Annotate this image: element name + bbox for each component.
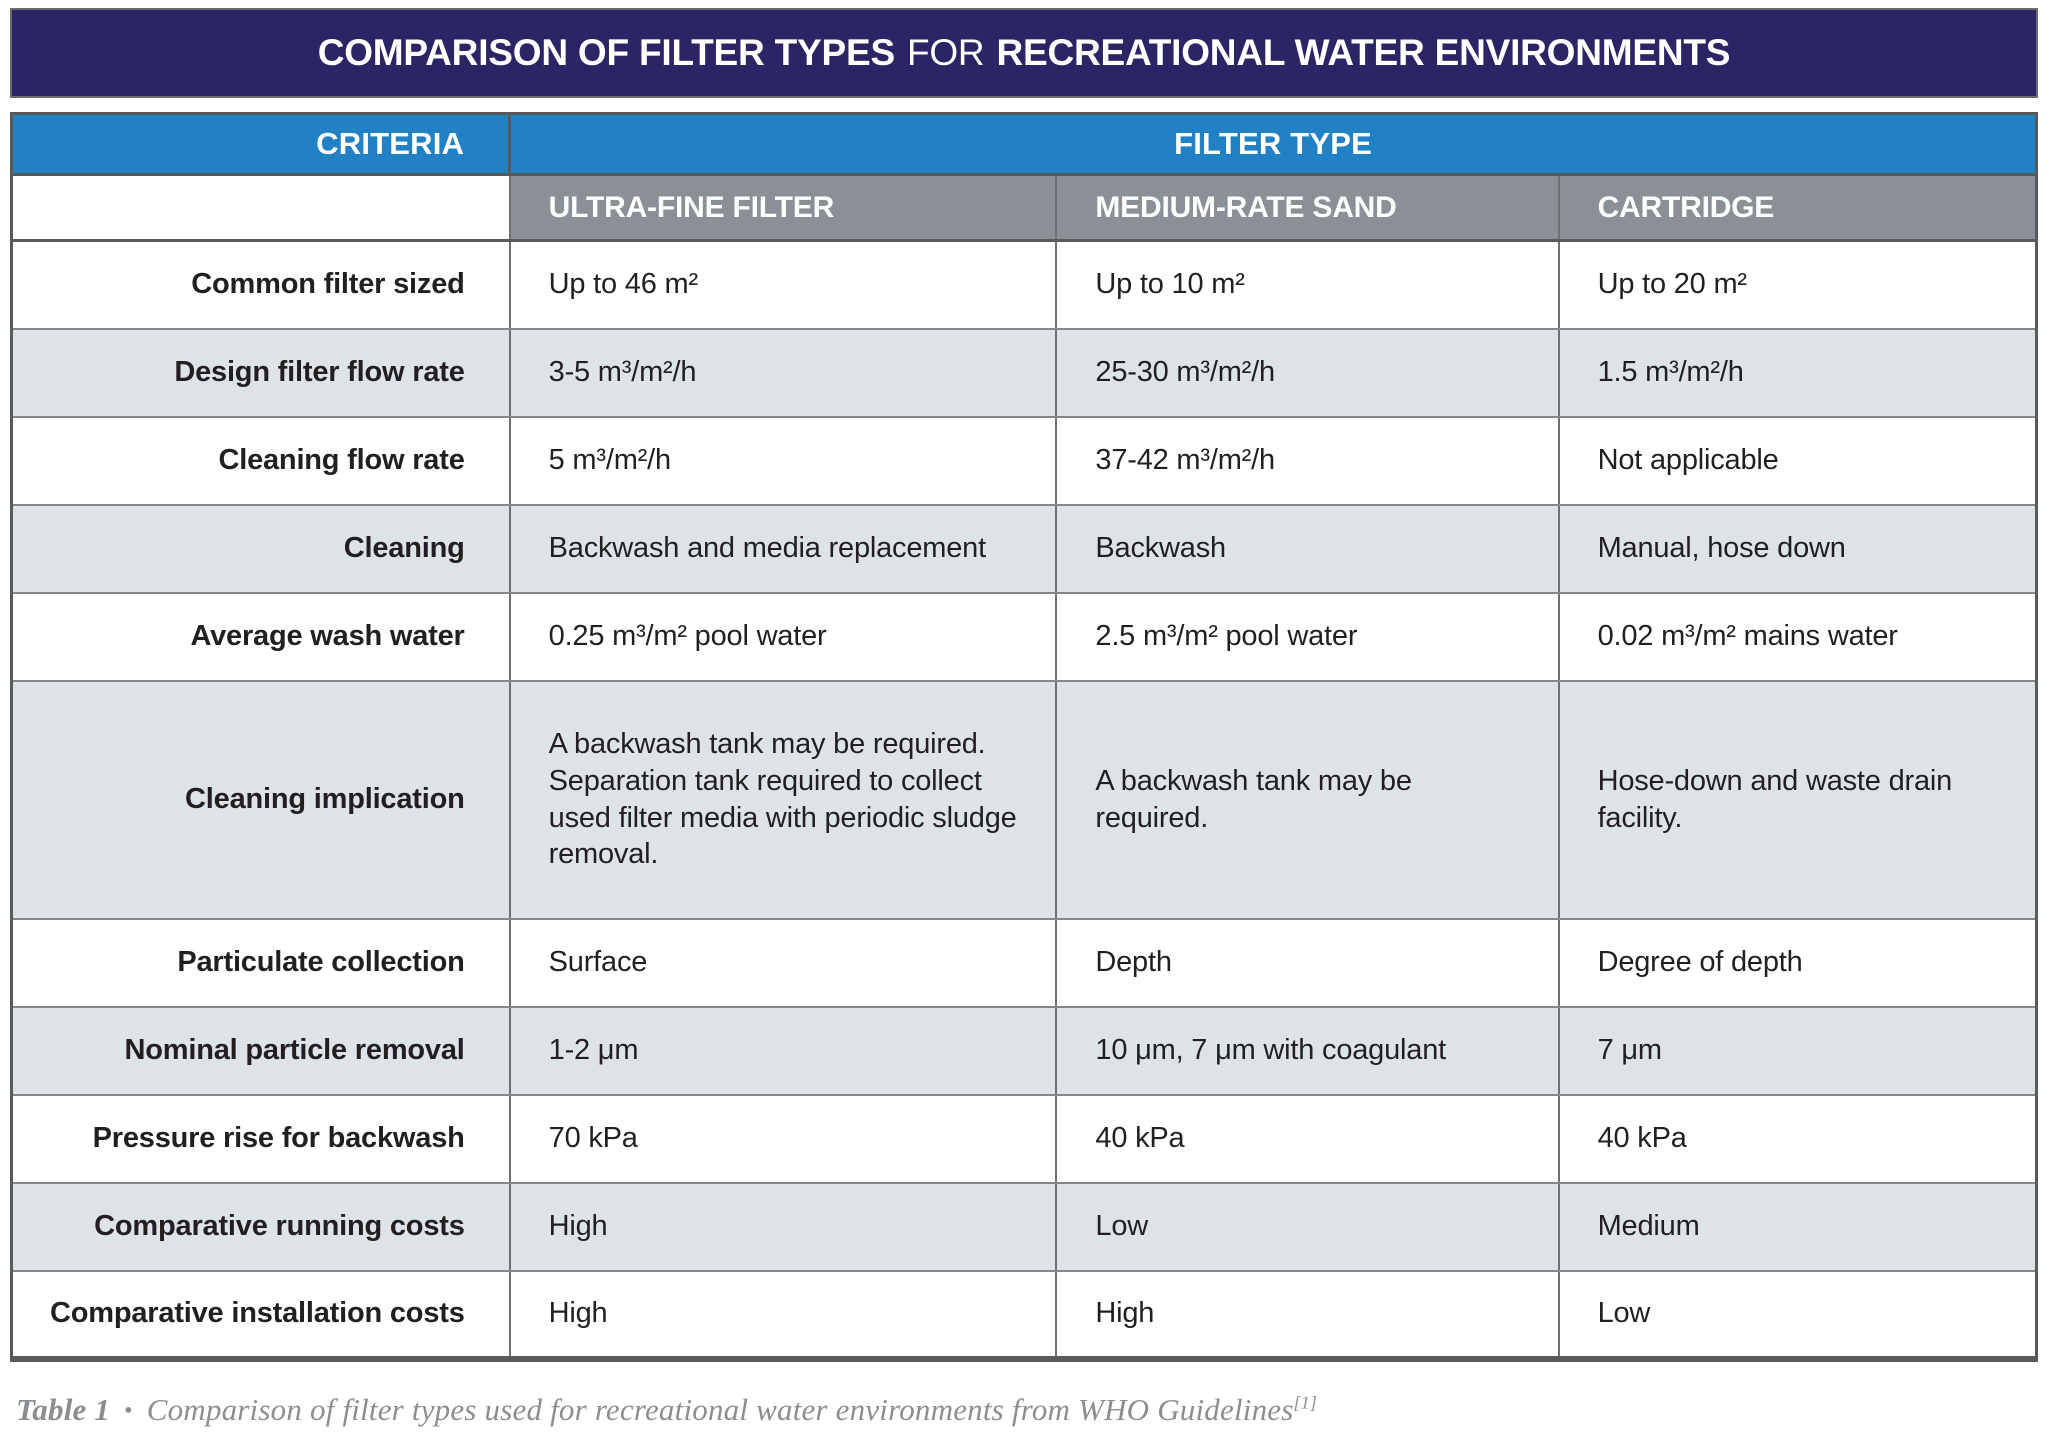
table-cell: 1.5 m³/m²/h bbox=[1557, 327, 2038, 418]
table-cell: 0.25 m³/m² pool water bbox=[508, 591, 1058, 682]
table-cell: Low bbox=[1055, 1181, 1560, 1272]
row-label: Cleaning bbox=[10, 503, 511, 594]
table-row: Cleaning implication A backwash tank may… bbox=[10, 679, 2038, 920]
row-label: Common filter sized bbox=[10, 239, 511, 330]
table-cell: 1-2 μm bbox=[508, 1005, 1058, 1096]
caption-table-number: Table 1 bbox=[16, 1391, 111, 1427]
row-label: Cleaning implication bbox=[10, 679, 511, 920]
table-row: Cleaning Backwash and media replacement … bbox=[10, 503, 2038, 594]
table-cell: 37-42 m³/m²/h bbox=[1055, 415, 1560, 506]
table-cell: High bbox=[508, 1269, 1058, 1360]
table-cell: High bbox=[1055, 1269, 1560, 1360]
filter-type-header: FILTER TYPE bbox=[509, 113, 2037, 176]
criteria-header: CRITERIA bbox=[11, 113, 512, 176]
table-cell: Up to 10 m² bbox=[1055, 239, 1560, 330]
table-cell: Up to 46 m² bbox=[508, 239, 1058, 330]
table-cell: 5 m³/m²/h bbox=[508, 415, 1058, 506]
table-row: Nominal particle removal 1-2 μm 10 μm, 7… bbox=[10, 1005, 2038, 1096]
row-label: Cleaning flow rate bbox=[10, 415, 511, 506]
table-cell: 10 μm, 7 μm with coagulant bbox=[1055, 1005, 1560, 1096]
table-row: Design filter flow rate 3-5 m³/m²/h 25-3… bbox=[10, 327, 2038, 418]
title-segment-regular: FOR bbox=[906, 32, 985, 73]
row-label: Comparative running costs bbox=[10, 1181, 511, 1272]
table-cell: Not applicable bbox=[1557, 415, 2038, 506]
row-label: Nominal particle removal bbox=[10, 1005, 511, 1096]
column-header-medium-rate-sand: MEDIUM-RATE SAND bbox=[1055, 173, 1560, 242]
header-row: CRITERIA FILTER TYPE bbox=[11, 113, 2037, 176]
caption-reference-marker: [1] bbox=[1293, 1392, 1318, 1413]
table-cell: High bbox=[508, 1181, 1058, 1272]
caption-text: Comparison of filter types used for recr… bbox=[146, 1391, 1294, 1427]
row-label: Average wash water bbox=[10, 591, 511, 682]
row-label: Pressure rise for backwash bbox=[10, 1093, 511, 1184]
table-row: Average wash water 0.25 m³/m² pool water… bbox=[10, 591, 2038, 682]
filter-comparison-table: CRITERIA FILTER TYPE ULTRA-FINE FILTER M… bbox=[10, 112, 2038, 1362]
table-cell: Manual, hose down bbox=[1557, 503, 2038, 594]
table-cell: Up to 20 m² bbox=[1557, 239, 2038, 330]
table-row: Particulate collection Surface Depth Deg… bbox=[10, 917, 2038, 1008]
table-cell: 25-30 m³/m²/h bbox=[1055, 327, 1560, 418]
table-cell: Degree of depth bbox=[1557, 917, 2038, 1008]
table-row: Comparative installation costs High High… bbox=[10, 1269, 2038, 1360]
table-title-bar: COMPARISON OF FILTER TYPES FOR RECREATIO… bbox=[10, 8, 2038, 98]
column-header-row: ULTRA-FINE FILTER MEDIUM-RATE SAND CARTR… bbox=[11, 173, 2038, 242]
table-cell: 0.02 m³/m² mains water bbox=[1557, 591, 2038, 682]
row-label: Design filter flow rate bbox=[10, 327, 511, 418]
table-cell: Low bbox=[1557, 1269, 2038, 1360]
table-row: Comparative running costs High Low Mediu… bbox=[10, 1181, 2038, 1272]
table-cell: 3-5 m³/m²/h bbox=[508, 327, 1058, 418]
table-cell: Depth bbox=[1055, 917, 1560, 1008]
table-cell: Medium bbox=[1557, 1181, 2038, 1272]
title-segment-bold: COMPARISON OF FILTER TYPES bbox=[317, 32, 895, 73]
column-header-ultra-fine: ULTRA-FINE FILTER bbox=[508, 173, 1058, 242]
table-cell: A backwash tank may be required. Separat… bbox=[508, 679, 1058, 920]
table-row: Cleaning flow rate 5 m³/m²/h 37-42 m³/m²… bbox=[10, 415, 2038, 506]
table-cell: 70 kPa bbox=[508, 1093, 1058, 1184]
table-cell: Backwash bbox=[1055, 503, 1560, 594]
table-cell: 2.5 m³/m² pool water bbox=[1055, 591, 1560, 682]
table-cell: 7 μm bbox=[1557, 1005, 2038, 1096]
table-cell: 40 kPa bbox=[1055, 1093, 1560, 1184]
table-row: Pressure rise for backwash 70 kPa 40 kPa… bbox=[10, 1093, 2038, 1184]
title-table-gap bbox=[10, 98, 2038, 112]
table-cell: Hose-down and waste drain facility. bbox=[1557, 679, 2038, 920]
table-row: Common filter sized Up to 46 m² Up to 10… bbox=[10, 239, 2038, 330]
row-label: Particulate collection bbox=[10, 917, 511, 1008]
caption-bullet: • bbox=[124, 1397, 133, 1424]
table-cell: A backwash tank may be required. bbox=[1055, 679, 1560, 920]
row-label: Comparative installation costs bbox=[10, 1269, 511, 1360]
table-caption: Table 1 • Comparison of filter types used … bbox=[10, 1392, 2038, 1428]
table-cell: 40 kPa bbox=[1557, 1093, 2038, 1184]
column-header-cartridge: CARTRIDGE bbox=[1557, 173, 2038, 242]
blank-corner-cell bbox=[11, 174, 511, 242]
table-cell: Surface bbox=[508, 917, 1058, 1008]
title-segment-bold: RECREATIONAL WATER ENVIRONMENTS bbox=[996, 32, 1731, 73]
table-cell: Backwash and media replacement bbox=[508, 503, 1058, 594]
